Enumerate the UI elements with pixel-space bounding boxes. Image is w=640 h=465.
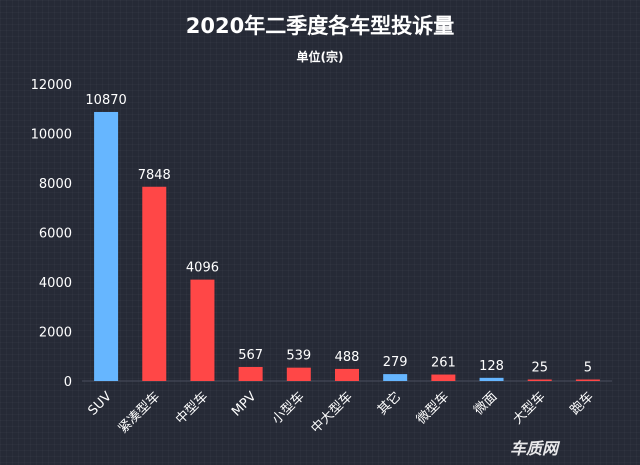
x-tick-label: 大型车 xyxy=(510,389,549,428)
y-tick-label: 0 xyxy=(64,375,72,390)
x-tick-label: 中型车 xyxy=(172,389,211,428)
bar xyxy=(479,377,504,381)
data-label: 488 xyxy=(335,350,360,365)
bar xyxy=(190,279,215,381)
data-label: 4096 xyxy=(186,261,219,276)
data-label: 7848 xyxy=(138,168,171,183)
x-tick-label: SUV xyxy=(85,389,115,419)
bars-group xyxy=(94,111,600,381)
bar xyxy=(431,374,456,381)
x-axis: SUV 紧凑型车 中型车 MPV 小型车 中大型车 其它 微型车 微面 大型车 跑车 xyxy=(85,389,596,437)
bar xyxy=(286,367,311,381)
data-label: 5 xyxy=(584,361,592,376)
x-tick-label: 中大型车 xyxy=(308,389,356,437)
data-label: 567 xyxy=(238,348,263,363)
bar xyxy=(335,368,359,381)
data-label: 10870 xyxy=(85,93,126,108)
data-label: 128 xyxy=(479,359,504,374)
x-tick-label: 微型车 xyxy=(413,389,452,428)
y-tick-label: 8000 xyxy=(39,177,72,192)
data-label: 261 xyxy=(431,356,456,371)
x-tick-label: 微面 xyxy=(471,389,500,418)
y-axis: 0 2000 4000 6000 8000 10000 12000 xyxy=(31,78,612,390)
chart-title: 2020年二季度各车型投诉量 xyxy=(186,14,454,38)
watermark-logo: 车质网 xyxy=(510,439,561,458)
x-tick-label: 跑车 xyxy=(567,389,597,419)
bar xyxy=(383,374,408,381)
bar xyxy=(238,366,263,381)
x-tick-label: 紧凑型车 xyxy=(115,389,163,437)
data-label: 25 xyxy=(531,361,548,376)
y-tick-label: 2000 xyxy=(39,326,72,341)
y-tick-label: 6000 xyxy=(39,227,72,242)
y-tick-label: 12000 xyxy=(31,78,72,93)
x-tick-label: MPV xyxy=(229,389,259,419)
y-tick-label: 4000 xyxy=(39,276,72,291)
data-label: 279 xyxy=(383,355,408,370)
chart-subtitle: 单位(宗) xyxy=(297,49,344,64)
y-tick-label: 10000 xyxy=(31,128,72,143)
x-tick-label: 其它 xyxy=(374,389,404,419)
bar xyxy=(142,186,167,381)
bar xyxy=(94,111,119,381)
x-tick-label: 小型车 xyxy=(269,389,308,428)
bar xyxy=(575,379,600,381)
data-label: 539 xyxy=(286,349,311,364)
data-labels-group: 10870 7848 4096 567 539 488 279 261 128 25 5 xyxy=(85,93,592,376)
bar xyxy=(527,379,552,381)
